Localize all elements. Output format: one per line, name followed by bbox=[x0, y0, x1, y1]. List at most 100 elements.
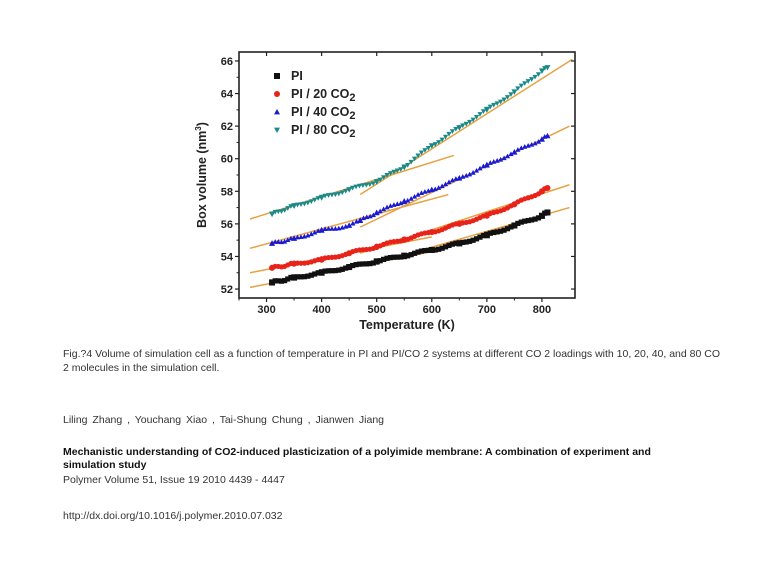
data-point-interp bbox=[529, 77, 535, 82]
data-point-interp bbox=[285, 276, 291, 282]
authors: Liling Zhang , Youchang Xiao , Tai-Shung… bbox=[63, 414, 385, 426]
data-point-interp bbox=[380, 175, 387, 180]
data-point-interp bbox=[415, 249, 421, 255]
data-point-interp bbox=[463, 121, 469, 127]
data-point-interp bbox=[480, 109, 487, 114]
data-point-interp bbox=[477, 165, 483, 171]
data-point bbox=[373, 179, 380, 185]
data-point-interp bbox=[353, 184, 359, 190]
data-point-interp bbox=[480, 232, 487, 239]
data-point bbox=[291, 235, 298, 241]
data-point-interp bbox=[339, 190, 345, 196]
data-point-interp bbox=[508, 92, 514, 97]
data-point-interp bbox=[473, 114, 480, 120]
series-pi-20-co2 bbox=[269, 185, 551, 271]
data-point-interp bbox=[518, 219, 524, 225]
data-point-interp bbox=[301, 274, 308, 280]
data-point-interp bbox=[477, 112, 483, 117]
data-point-interp bbox=[325, 226, 332, 231]
y-tick-label: 60 bbox=[221, 154, 233, 166]
data-point-interp bbox=[329, 268, 335, 274]
data-point-interp bbox=[367, 213, 373, 219]
data-point-interp bbox=[332, 226, 338, 231]
fit-line bbox=[249, 193, 449, 250]
data-points bbox=[269, 65, 551, 286]
series-pi bbox=[269, 209, 551, 286]
data-point-interp bbox=[329, 192, 335, 198]
data-point-interp bbox=[322, 268, 328, 274]
data-point-interp bbox=[336, 191, 342, 197]
data-point-interp bbox=[282, 278, 288, 284]
data-point-interp bbox=[288, 274, 294, 281]
data-point-interp bbox=[522, 218, 528, 224]
x-tick-label: 400 bbox=[312, 304, 330, 316]
data-point-interp bbox=[305, 200, 311, 206]
data-point-interp bbox=[453, 126, 459, 132]
data-point-interp bbox=[508, 151, 514, 157]
data-point-interp bbox=[298, 202, 304, 207]
data-point-interp bbox=[329, 226, 335, 231]
data-point-interp bbox=[487, 230, 493, 236]
data-point-interp bbox=[460, 239, 466, 246]
data-point-interp bbox=[394, 254, 400, 260]
data-point bbox=[483, 162, 490, 168]
legend-label-sub: 2 bbox=[349, 110, 355, 122]
data-point-interp bbox=[477, 234, 483, 240]
data-point-interp bbox=[387, 254, 394, 261]
data-point-interp bbox=[504, 95, 511, 100]
data-point-interp bbox=[336, 267, 342, 273]
data-point-interp bbox=[467, 171, 473, 177]
data-point bbox=[483, 232, 490, 239]
data-point-interp bbox=[391, 169, 397, 175]
data-point-interp bbox=[360, 261, 366, 267]
legend-label: PI / 40 CO2 bbox=[291, 105, 355, 122]
y-tick-label: 54 bbox=[221, 251, 234, 263]
data-point-interp bbox=[360, 183, 366, 188]
data-point-interp bbox=[312, 197, 318, 203]
data-point-interp bbox=[384, 255, 390, 261]
data-point bbox=[544, 185, 551, 192]
data-point-interp bbox=[460, 123, 466, 129]
data-point bbox=[373, 243, 380, 250]
y-axis-label-main: Box volume (nm bbox=[195, 131, 209, 228]
data-point-interp bbox=[380, 256, 387, 262]
data-point-interp bbox=[504, 153, 511, 159]
axis-ticks: 300 400 500 600 700 800 52 54 56 58 60 62 64 66 bbox=[221, 52, 575, 316]
data-point bbox=[538, 188, 545, 195]
data-point-interp bbox=[312, 271, 318, 277]
data-point-interp bbox=[422, 247, 428, 254]
data-point bbox=[346, 222, 353, 228]
data-point-interp bbox=[315, 196, 321, 201]
data-point-interp bbox=[535, 72, 542, 77]
data-point-interp bbox=[308, 199, 314, 205]
data-point-interp bbox=[278, 209, 285, 214]
figure-caption: Fig.?4 Volume of simulation cell as a fu… bbox=[63, 348, 720, 374]
data-point-interp bbox=[504, 226, 511, 232]
data-point-interp bbox=[532, 74, 538, 80]
data-point-interp bbox=[377, 177, 383, 183]
data-point-interp bbox=[305, 273, 311, 279]
data-point bbox=[428, 186, 435, 193]
data-point-interp bbox=[285, 206, 291, 211]
data-point-interp bbox=[439, 183, 445, 189]
data-point-interp bbox=[446, 179, 452, 185]
data-point-interp bbox=[367, 261, 373, 267]
data-point-interp bbox=[370, 260, 376, 266]
data-point-interp bbox=[408, 159, 414, 165]
y-tick-label: 56 bbox=[221, 219, 233, 231]
data-point-interp bbox=[470, 170, 476, 175]
data-point-interp bbox=[425, 247, 431, 253]
data-point-interp bbox=[494, 101, 500, 106]
data-point-interp bbox=[498, 228, 504, 234]
data-point-interp bbox=[515, 86, 521, 91]
data-point-interp bbox=[363, 182, 369, 188]
data-point bbox=[291, 260, 298, 267]
doi-link[interactable]: http://dx.doi.org/10.1016/j.polymer.2010… bbox=[63, 510, 283, 522]
data-point-interp bbox=[408, 196, 414, 201]
data-point bbox=[544, 65, 551, 71]
data-point-interp bbox=[418, 248, 425, 254]
data-point-interp bbox=[308, 272, 314, 278]
data-point-interp bbox=[339, 266, 345, 272]
data-point-interp bbox=[487, 104, 493, 110]
data-point-interp bbox=[439, 245, 445, 251]
